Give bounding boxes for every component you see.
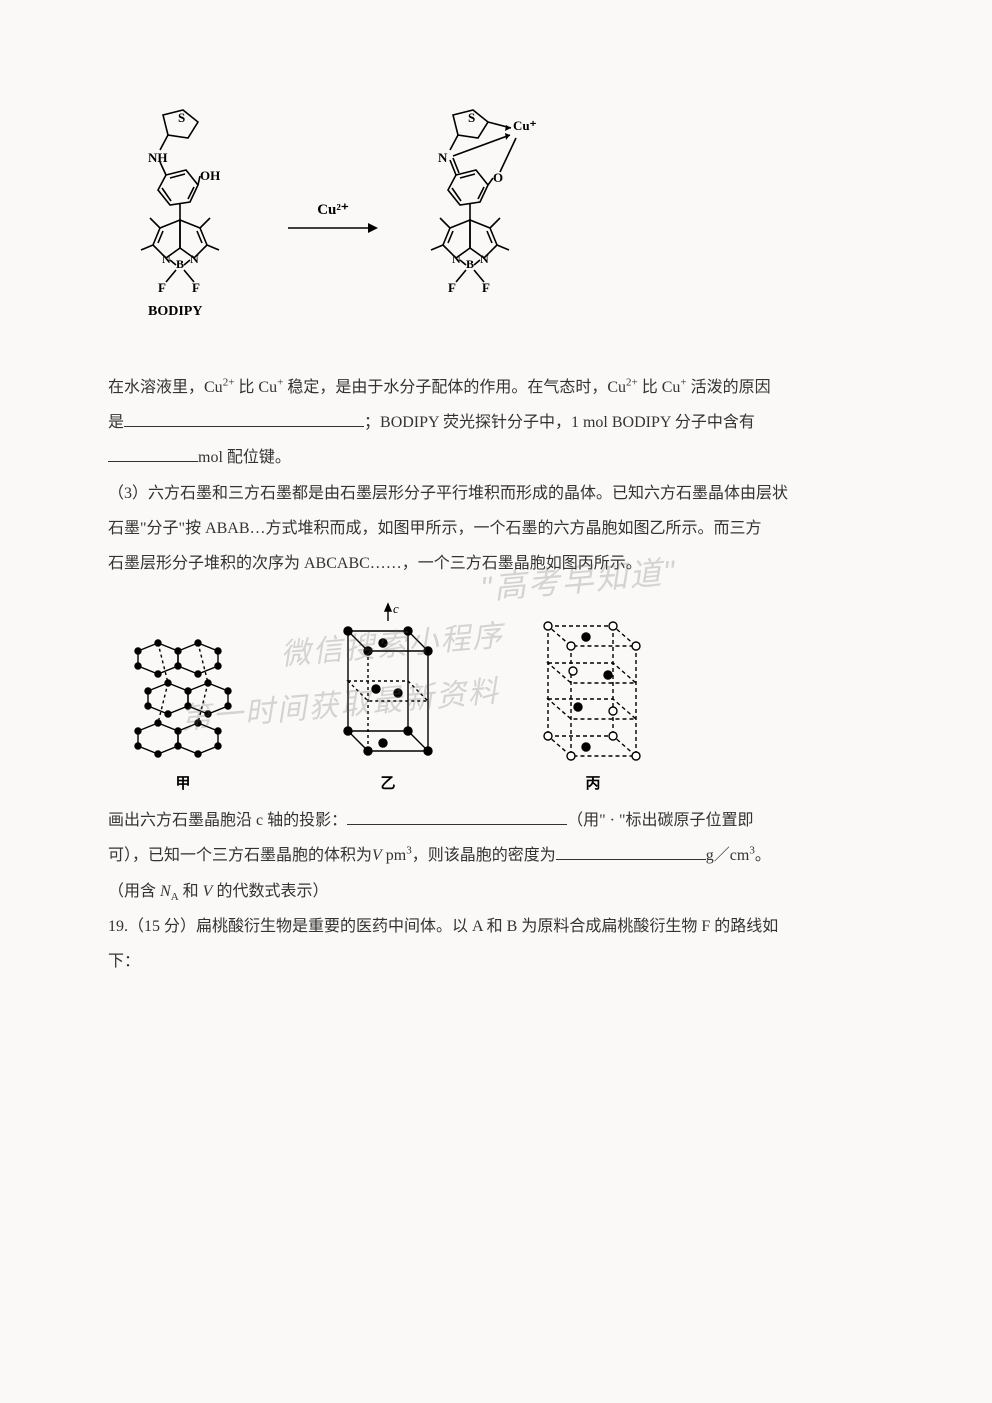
crystal-figures: 甲 c bbox=[108, 601, 884, 793]
atom-f2: F bbox=[192, 280, 200, 295]
crystal-yi: c 乙 bbox=[318, 601, 458, 793]
bodipy-left-svg: S NH OH bbox=[108, 100, 268, 340]
atom-b-r: B bbox=[466, 257, 474, 271]
blank-2 bbox=[108, 461, 198, 462]
para-10: 19.（15 分）扁桃酸衍生物是重要的医药中间体。以 A 和 B 为原料合成扁桃… bbox=[108, 909, 884, 944]
blank-1 bbox=[124, 426, 364, 427]
crystal-jia: 甲 bbox=[108, 621, 258, 793]
crystal-bing-label: 丙 bbox=[518, 772, 668, 793]
blank-4 bbox=[556, 859, 706, 860]
bodipy-left-molecule: S NH OH bbox=[108, 100, 268, 340]
atom-f1: F bbox=[158, 280, 166, 295]
atom-b: B bbox=[176, 257, 184, 271]
para-7: 画出六方石墨晶胞沿 c 轴的投影：（用" · "标出碳原子位置即 bbox=[108, 803, 884, 838]
crystal-yi-svg: c bbox=[318, 601, 458, 761]
para-8: 可），已知一个三方石墨晶胞的体积为V pm3，则该晶胞的密度为g／cm3。 bbox=[108, 838, 884, 873]
para-4: （3）六方石墨和三方石墨都是由石墨层形分子平行堆积而形成的晶体。已知六方石墨晶体… bbox=[108, 476, 884, 511]
crystal-yi-label: 乙 bbox=[318, 772, 458, 793]
crystal-bing: 丙 bbox=[518, 601, 668, 793]
molecule-reaction-figure: S NH OH bbox=[108, 100, 884, 340]
bodipy-label: BODIPY bbox=[148, 304, 202, 319]
bodipy-right-molecule: S Cu⁺ N bbox=[398, 100, 578, 340]
para-3: mol 配位键。 bbox=[108, 440, 884, 475]
para-9: （用含 NA 和 V 的代数式表示） bbox=[108, 874, 884, 909]
atom-o-r: O bbox=[493, 170, 503, 185]
atom-s-r: S bbox=[468, 110, 475, 125]
atom-n-r: N bbox=[438, 150, 448, 165]
para-11: 下： bbox=[108, 944, 884, 979]
arrow-svg bbox=[288, 221, 378, 235]
atom-n2-r: N bbox=[480, 252, 489, 266]
c-axis-label: c bbox=[393, 601, 399, 616]
reaction-arrow: Cu²⁺ bbox=[288, 200, 378, 240]
atom-n1: N bbox=[162, 252, 171, 266]
arrow-label: Cu²⁺ bbox=[288, 200, 378, 219]
atom-cu: Cu⁺ bbox=[513, 118, 537, 133]
crystal-bing-svg bbox=[518, 601, 668, 761]
para-6: 石墨层形分子堆积的次序为 ABCABC……，一个三方石墨晶胞如图丙所示。 bbox=[108, 546, 884, 581]
blank-3 bbox=[347, 824, 567, 825]
para-2: 是；BODIPY 荧光探针分子中，1 mol BODIPY 分子中含有 bbox=[108, 405, 884, 440]
atom-s: S bbox=[178, 110, 185, 125]
atom-nh: NH bbox=[148, 150, 168, 165]
bodipy-right-svg: S Cu⁺ N bbox=[398, 100, 578, 340]
para-5: 石墨"分子"按 ABAB…方式堆积而成，如图甲所示，一个石墨的六方晶胞如图乙所示… bbox=[108, 511, 884, 546]
para-1: 在水溶液里，Cu2+ 比 Cu+ 稳定，是由于水分子配体的作用。在气态时，Cu2… bbox=[108, 370, 884, 405]
atom-f1-r: F bbox=[448, 280, 456, 295]
crystal-jia-label: 甲 bbox=[108, 772, 258, 793]
atom-oh: OH bbox=[200, 168, 220, 183]
page-content: S NH OH bbox=[0, 0, 992, 979]
crystal-jia-svg bbox=[108, 621, 258, 761]
atom-f2-r: F bbox=[482, 280, 490, 295]
atom-n2: N bbox=[190, 252, 199, 266]
atom-n1-r: N bbox=[452, 252, 461, 266]
